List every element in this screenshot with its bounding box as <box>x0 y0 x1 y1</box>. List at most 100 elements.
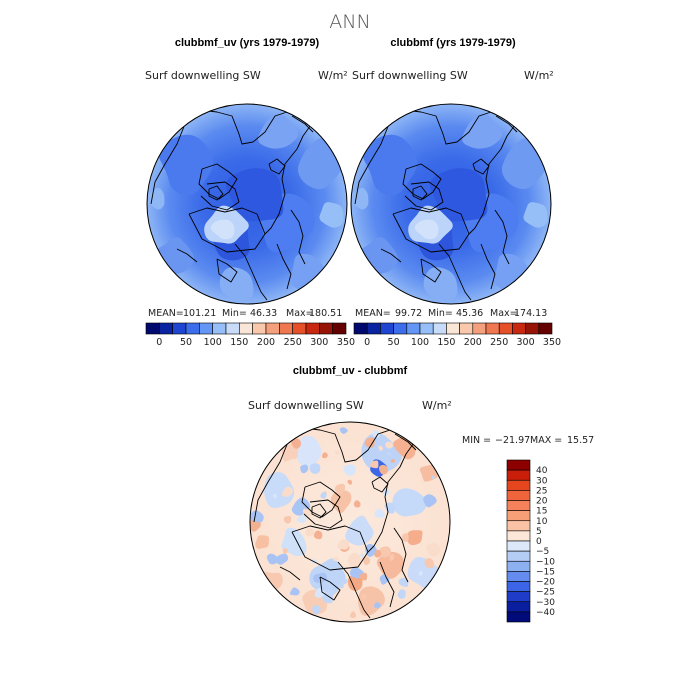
colorbar-tick-label: 350 <box>543 337 561 348</box>
mean-label: MEAN= <box>355 308 391 319</box>
units-label: W/m² <box>524 69 554 82</box>
field-speckle <box>374 549 382 558</box>
field-speckle <box>337 539 350 550</box>
panel-clubbmf-uv: clubbmf_uv (yrs 1979-1979) Surf downwell… <box>145 37 355 348</box>
field-region <box>423 267 458 301</box>
field-speckle <box>334 483 346 495</box>
coastline <box>379 561 395 608</box>
mean-value: 101.21 <box>183 308 216 319</box>
colorbar-swatch <box>366 322 381 335</box>
colorbar-swatch <box>506 550 531 562</box>
colorbar-tick-label: 200 <box>257 337 275 348</box>
polar-map <box>147 104 347 304</box>
coastline <box>311 503 327 519</box>
colorbar-swatch <box>225 322 240 335</box>
min-value: 46.33 <box>250 308 277 319</box>
field-speckle <box>345 469 350 473</box>
field-region <box>345 515 374 546</box>
colorbar-swatch <box>380 322 394 335</box>
field-speckle <box>424 558 434 569</box>
colorbar-swatch <box>172 322 187 335</box>
colorbar-swatch <box>506 540 531 552</box>
colorbar-swatch <box>506 469 531 481</box>
variable-label: Surf downwelling SW <box>248 399 364 412</box>
colorbar-tick-label: −40 <box>536 608 555 618</box>
coastline <box>268 158 286 175</box>
field-speckle <box>364 437 375 448</box>
field-speckle <box>379 574 390 585</box>
field-speckle <box>320 492 327 499</box>
colorbar-swatch <box>506 510 531 522</box>
field-speckle <box>353 500 361 508</box>
field-speckle <box>313 530 323 540</box>
field-speckle <box>360 553 365 558</box>
colorbar-tick-label: −15 <box>536 567 555 577</box>
field-speckle <box>300 464 309 474</box>
coastline <box>380 248 402 263</box>
field-speckle <box>378 445 384 451</box>
colorbar-tick-label: 50 <box>180 337 192 348</box>
panel-title: clubbmf_uv - clubbmf <box>293 365 408 377</box>
colorbar-swatch <box>212 322 227 335</box>
field-speckle <box>347 479 353 485</box>
coastline <box>468 121 518 235</box>
colorbar-swatch <box>279 322 293 335</box>
colorbar-tick-label: 250 <box>490 337 508 348</box>
colorbar-swatch <box>498 322 513 335</box>
colorbar-swatch <box>459 322 474 335</box>
map-boundary <box>146 103 348 305</box>
field-region <box>281 527 307 557</box>
field-region <box>347 574 363 591</box>
colorbar-swatch <box>506 560 531 572</box>
coastline <box>394 433 417 451</box>
field-speckle <box>339 427 348 434</box>
colorbar-tick-label: 30 <box>536 476 548 486</box>
max-label: Max= <box>490 308 518 319</box>
polar-map <box>250 422 450 622</box>
field-region <box>523 202 548 228</box>
colorbar-swatch <box>332 322 347 335</box>
min-label: Min= <box>222 308 247 319</box>
colorbar-tick-label: 250 <box>284 337 302 348</box>
variable-label: Surf downwelling SW <box>145 69 261 82</box>
field-speckle <box>389 554 395 561</box>
colorbar-tick-label: 100 <box>204 337 222 348</box>
colorbar-tick-label: −25 <box>536 588 555 598</box>
field-speckle <box>373 602 381 609</box>
field-speckle <box>272 493 278 499</box>
colorbar-tick-label: 150 <box>230 337 248 348</box>
colorbar-swatch <box>538 322 553 335</box>
coastline <box>438 243 472 301</box>
field-speckle <box>361 593 368 600</box>
colorbar-tick-label: 100 <box>411 337 429 348</box>
field-background <box>250 422 450 622</box>
colorbar-tick-label: 20 <box>536 497 548 507</box>
min-label: MIN = <box>462 435 491 446</box>
field-speckle <box>282 548 288 554</box>
field-speckle <box>341 578 348 585</box>
colorbar-swatch <box>506 459 531 471</box>
field-speckle <box>250 510 264 523</box>
field-region <box>255 535 270 549</box>
field-speckle <box>378 464 389 475</box>
coastline <box>234 243 268 301</box>
field-speckle <box>347 552 361 567</box>
stats-line: MIN = −21.97 MAX = 15.57 <box>462 435 594 446</box>
coastline <box>392 207 470 253</box>
polar-map <box>351 104 551 304</box>
panel-title: clubbmf (yrs 1979-1979) <box>390 37 516 49</box>
coastline <box>420 258 442 283</box>
field-speckle <box>297 515 307 524</box>
colorbar-swatch <box>506 479 531 491</box>
panel-difference: clubbmf_uv - clubbmf Surf downwelling SW… <box>248 365 594 623</box>
min-value: −21.97 <box>495 435 530 446</box>
field-speckle <box>418 571 423 576</box>
field-region <box>264 472 295 509</box>
colorbar-swatch <box>472 322 487 335</box>
coastline <box>495 115 518 133</box>
colorbar-swatch <box>393 322 408 335</box>
panel-title: clubbmf_uv (yrs 1979-1979) <box>175 37 320 49</box>
field-region <box>461 113 503 149</box>
field-speckle <box>398 577 409 587</box>
